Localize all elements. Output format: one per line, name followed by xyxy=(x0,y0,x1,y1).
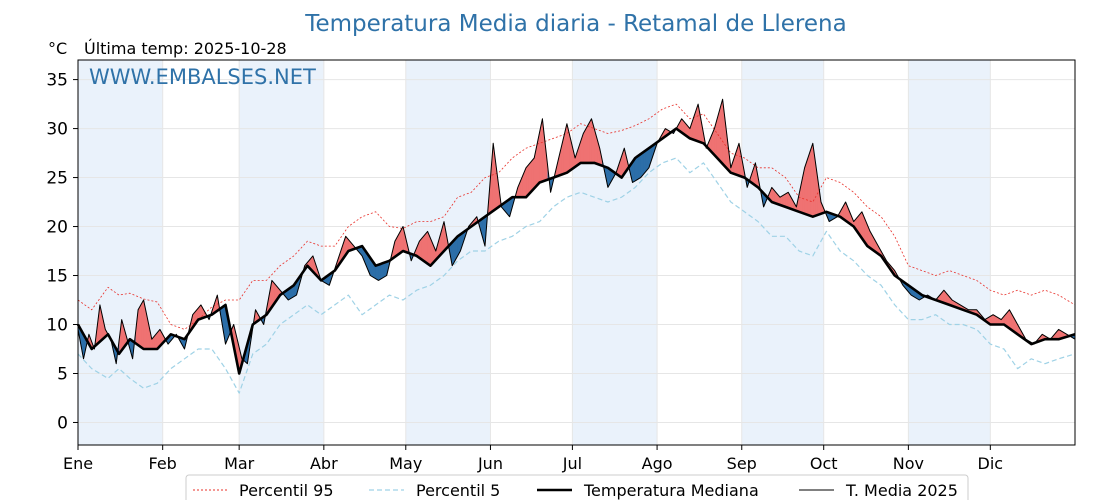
x-tick-label: Nov xyxy=(893,454,924,473)
x-tick-label: Ago xyxy=(642,454,673,473)
plot-frame xyxy=(77,59,1076,446)
x-axis-ticks: Ene Feb Mar Abr May Jun Jul Ago Sep Oct Nov Dic xyxy=(63,445,1003,473)
y-tick-label: 20 xyxy=(46,218,68,238)
x-tick-label: Jun xyxy=(477,454,503,473)
y-tick-label: 0 xyxy=(57,413,68,433)
legend-median-label: Temperatura Mediana xyxy=(583,481,759,500)
chart-title: Temperatura Media diaria - Retamal de Ll… xyxy=(304,11,846,37)
series-lines xyxy=(76,98,1076,394)
legend-p5-label: Percentil 5 xyxy=(416,481,500,500)
y-tick-label: 10 xyxy=(46,316,68,336)
x-tick-label: Jul xyxy=(562,454,582,473)
month-band xyxy=(239,60,324,445)
x-tick-label: May xyxy=(389,454,422,473)
month-band xyxy=(572,60,658,445)
x-tick-label: Sep xyxy=(727,454,757,473)
y-tick-label: 30 xyxy=(46,120,68,140)
p95-line xyxy=(77,103,1076,330)
legend: Percentil 95 Percentil 5 Temperatura Med… xyxy=(185,474,969,500)
y-tick-label: 5 xyxy=(57,364,68,384)
y-tick-label: 25 xyxy=(46,169,68,189)
legend-box xyxy=(185,474,969,500)
y-axis-ticks: 0 5 10 15 20 25 30 35 xyxy=(46,71,78,433)
median-line xyxy=(76,127,1076,375)
x-tick-label: Oct xyxy=(810,454,838,473)
month-band xyxy=(908,60,991,445)
chart-subtitle: Última temp: 2025-10-28 xyxy=(84,39,287,58)
p5-line xyxy=(77,157,1076,394)
month-bands xyxy=(78,60,991,445)
y-axis-unit: °C xyxy=(48,39,67,58)
x-tick-label: Dic xyxy=(978,454,1004,473)
y-tick-label: 15 xyxy=(46,267,68,287)
month-band xyxy=(741,60,824,445)
month-band xyxy=(78,60,163,445)
x-tick-label: Mar xyxy=(224,454,255,473)
x-tick-label: Ene xyxy=(63,454,93,473)
x-tick-label: Abr xyxy=(310,454,338,473)
legend-p95-label: Percentil 95 xyxy=(239,481,334,500)
x-tick-label: Feb xyxy=(149,454,177,473)
legend-actual-label: T. Media 2025 xyxy=(845,481,958,500)
watermark-text: WWW.EMBALSES.NET xyxy=(89,65,316,89)
actual-2025-line xyxy=(77,98,1076,365)
y-tick-label: 35 xyxy=(46,71,68,91)
